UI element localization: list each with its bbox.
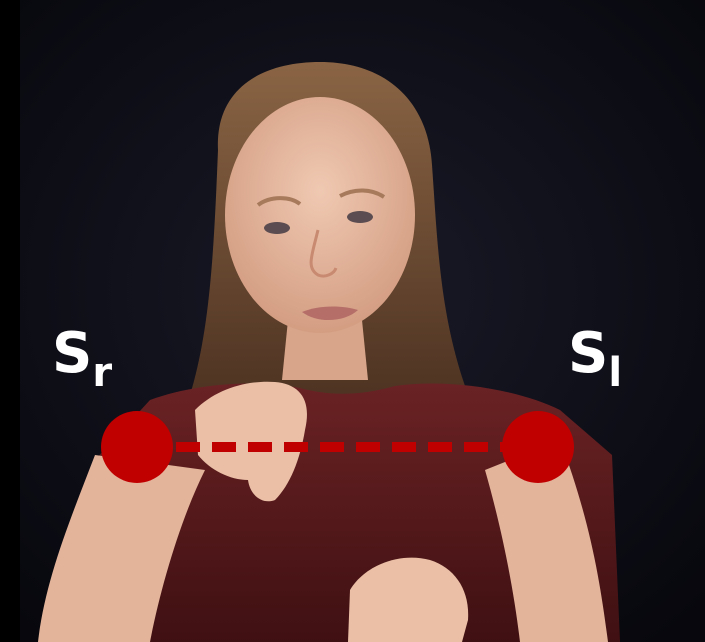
- nose: [309, 229, 338, 278]
- mouth: [302, 306, 358, 321]
- left-endpoint-marker: [101, 411, 173, 483]
- face: [225, 97, 415, 333]
- left-eye: [264, 222, 290, 234]
- right-endpoint-marker: [502, 411, 574, 483]
- label-s-l: Sl: [568, 326, 623, 396]
- lower-hand: [348, 557, 469, 642]
- label-s-l-sub: l: [608, 350, 623, 396]
- upper-hand: [195, 381, 307, 502]
- right-arm: [485, 440, 608, 642]
- left-eyebrow: [256, 196, 302, 207]
- label-s-r-sub: r: [92, 350, 113, 396]
- left-arm: [38, 455, 205, 642]
- right-eye: [347, 211, 373, 223]
- label-s-r: Sr: [52, 326, 113, 396]
- left-edge-border: [0, 0, 20, 642]
- label-s-l-main: S: [568, 321, 609, 386]
- right-eyebrow: [339, 188, 386, 199]
- label-s-r-main: S: [52, 321, 93, 386]
